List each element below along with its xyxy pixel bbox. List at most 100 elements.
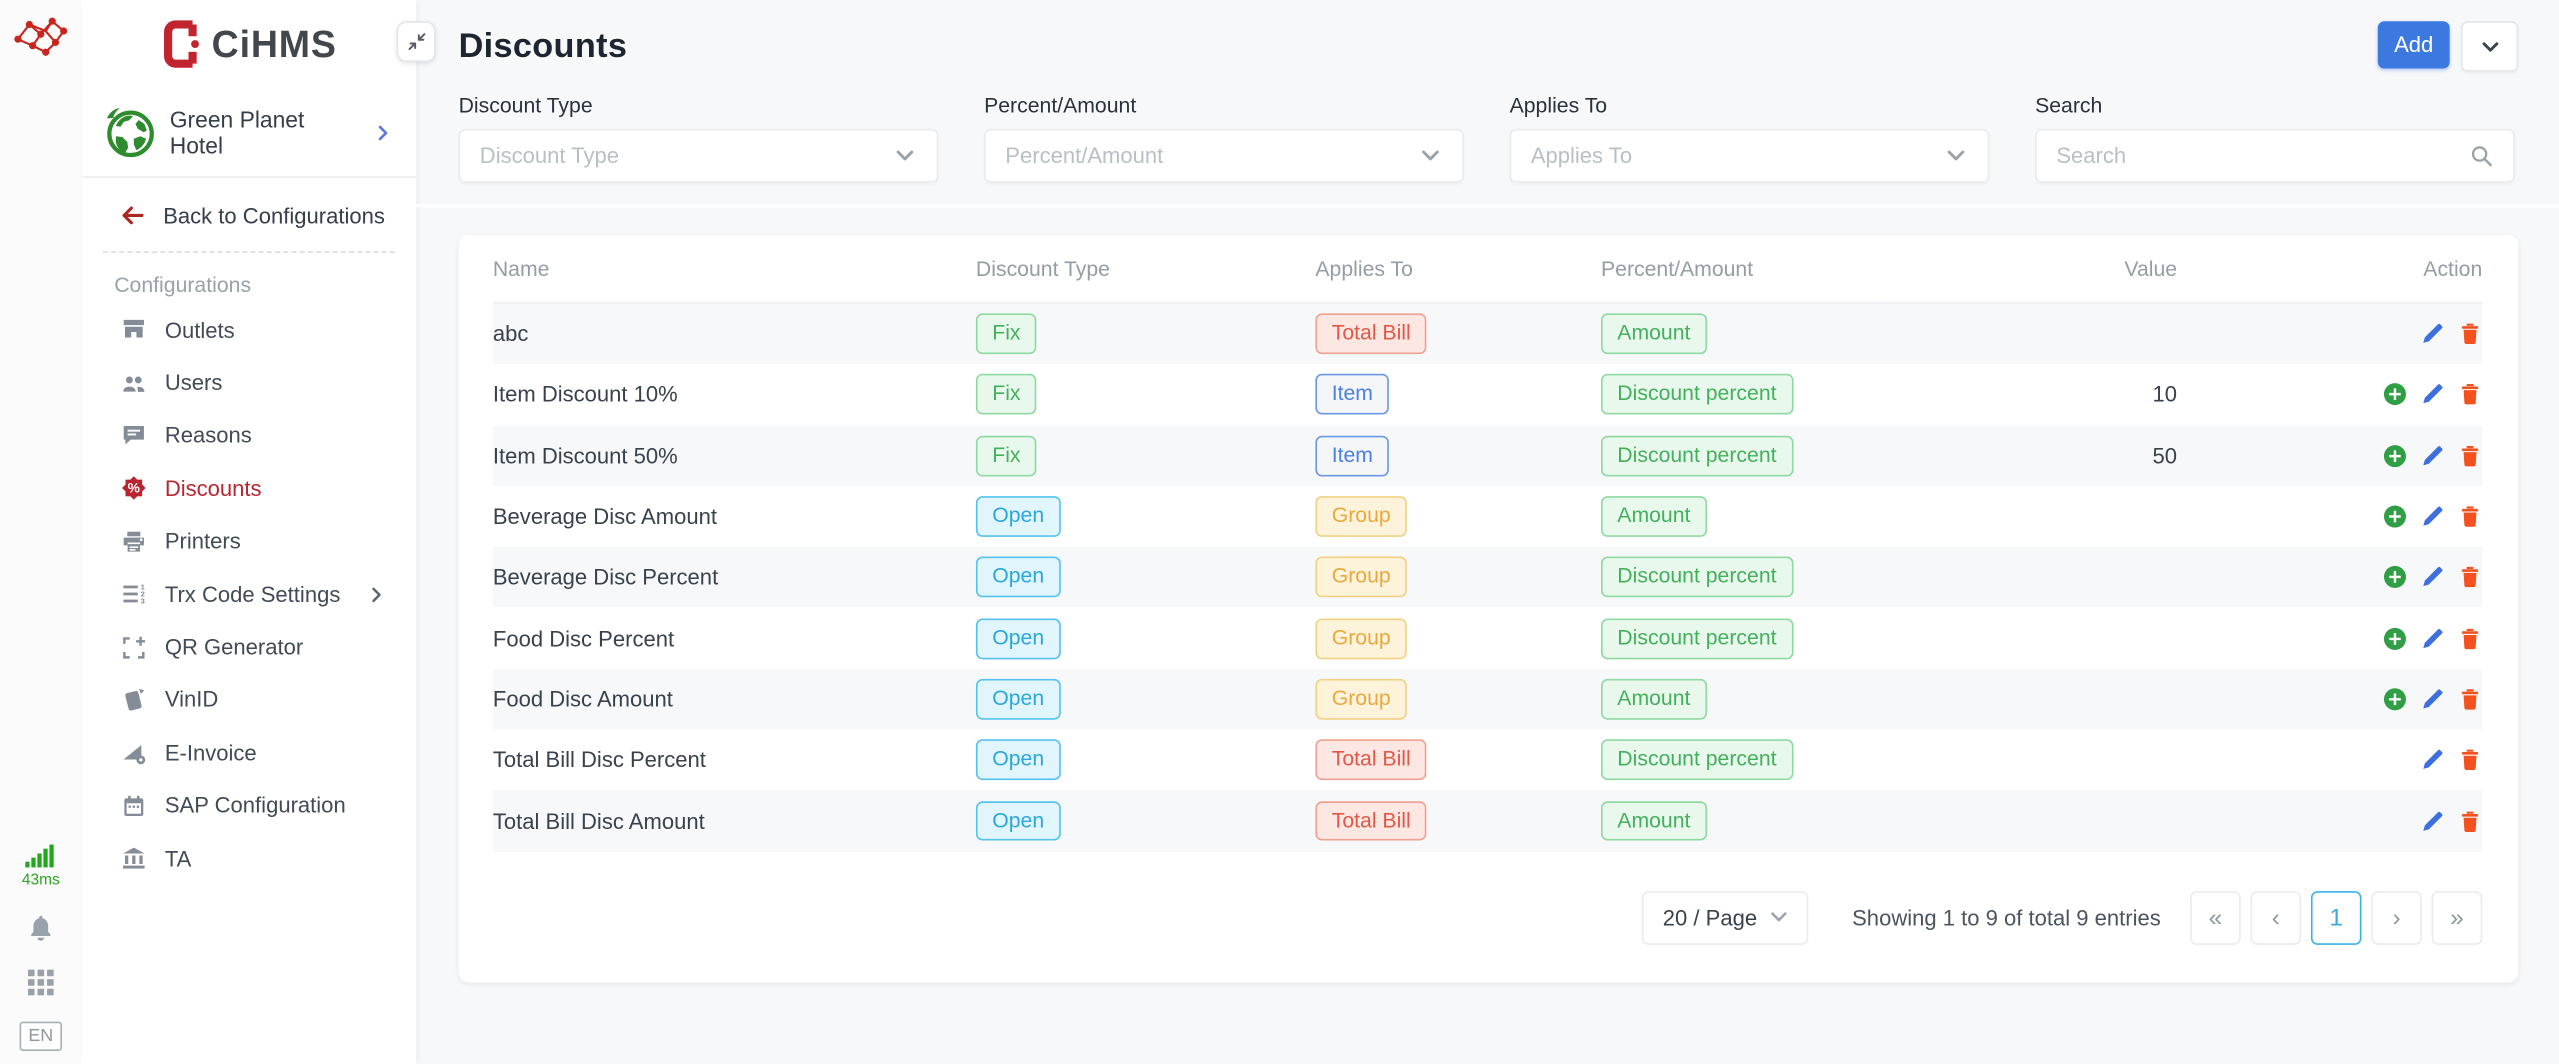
- column-header-percent-amount: Percent/Amount: [1600, 235, 1877, 304]
- cell-name: Food Disc Percent: [492, 626, 675, 651]
- badge-group: Group: [1315, 678, 1408, 720]
- sidebar-item-qr-generator[interactable]: QR Generator: [82, 621, 417, 674]
- delete-row-button[interactable]: [2458, 626, 2482, 650]
- hotel-selector[interactable]: Green Planet Hotel: [81, 91, 417, 178]
- delete-row-button[interactable]: [2458, 443, 2482, 467]
- add-dropdown-button[interactable]: [2461, 21, 2519, 72]
- delete-row-button[interactable]: [2458, 748, 2482, 772]
- filter-select-applies-to[interactable]: Applies To: [1509, 128, 1990, 183]
- next-page-button[interactable]: ›: [2371, 890, 2422, 945]
- edit-row-button[interactable]: [2420, 504, 2444, 528]
- sidebar-item-outlets[interactable]: Outlets: [82, 304, 417, 357]
- filter-label: Discount Type: [458, 93, 593, 118]
- back-to-configurations[interactable]: Back to Configurations: [82, 178, 417, 248]
- badge-total-bill: Total Bill: [1315, 800, 1428, 842]
- cell-actions: [2177, 364, 2482, 425]
- table-row: Item Discount 10% Fix Item Discount percent…: [493, 364, 2482, 425]
- sidebar-item-vinid[interactable]: VinID: [82, 674, 417, 727]
- placeholder-text: Percent/Amount: [1005, 143, 1164, 169]
- badge-total-bill: Total Bill: [1315, 313, 1428, 355]
- filter-label: Percent/Amount: [984, 93, 1137, 118]
- sidebar-collapse-button[interactable]: [396, 21, 436, 63]
- first-page-button[interactable]: «: [2190, 890, 2241, 945]
- bell-icon[interactable]: [26, 914, 55, 943]
- badge-fix: Fix: [975, 435, 1037, 477]
- cell-actions: [2177, 790, 2483, 852]
- store-icon: [121, 317, 147, 343]
- svg-text:2: 2: [141, 590, 145, 599]
- sidebar-item-printers[interactable]: Printers: [82, 515, 417, 568]
- sidebar-item-label: Users: [164, 370, 223, 396]
- filter-select-percent-amount[interactable]: Percent/Amount: [984, 128, 1464, 183]
- edit-row-button[interactable]: [2420, 626, 2444, 650]
- sidebar-item-users[interactable]: Users: [82, 356, 417, 409]
- page-number-button[interactable]: 1: [2310, 890, 2362, 945]
- sidebar-item-sap-configuration[interactable]: SAP Configuration: [82, 779, 417, 832]
- column-header-discount-type: Discount Type: [975, 235, 1316, 304]
- add-row-button[interactable]: [2383, 504, 2407, 528]
- delete-row-button[interactable]: [2458, 322, 2482, 346]
- chevron-down-icon: [1944, 144, 1968, 168]
- search-input[interactable]: Search: [2035, 128, 2515, 183]
- cell-actions: [2177, 547, 2483, 608]
- cell-percent-amount: Discount percent: [1600, 730, 1877, 791]
- delete-row-button[interactable]: [2458, 565, 2482, 589]
- chevron-right-icon: [372, 122, 393, 143]
- sidebar-item-reasons[interactable]: Reasons: [82, 409, 417, 462]
- delete-row-button[interactable]: [2458, 687, 2482, 711]
- sidebar-item-discounts[interactable]: % Discounts: [82, 462, 417, 515]
- cell-applies-to: Total Bill: [1315, 730, 1601, 791]
- edit-row-button[interactable]: [2420, 809, 2444, 833]
- edit-row-button[interactable]: [2420, 383, 2444, 407]
- badge-open: Open: [975, 800, 1061, 842]
- sidebar-item-e-invoice[interactable]: E-Invoice: [82, 726, 417, 779]
- sidebar-item-label: E-Invoice: [164, 740, 257, 766]
- language-selector[interactable]: EN: [20, 1021, 62, 1052]
- page-header: Discounts Add: [459, 0, 2519, 72]
- last-page-button[interactable]: »: [2431, 890, 2483, 945]
- sidebar-item-ta[interactable]: TA: [82, 832, 417, 885]
- sidebar-divider: [102, 251, 395, 253]
- badge-item: Item: [1315, 374, 1390, 416]
- collapse-arrows-icon: [406, 31, 427, 52]
- cell-value: 10: [2152, 382, 2178, 408]
- add-row-button[interactable]: [2383, 383, 2407, 407]
- delete-row-button[interactable]: [2458, 383, 2482, 407]
- cell-discount-type: Fix: [975, 425, 1316, 487]
- cell-discount-type: Fix: [975, 364, 1315, 425]
- add-row-button[interactable]: [2383, 443, 2407, 467]
- filter-select-discount-type[interactable]: Discount Type: [458, 128, 939, 183]
- add-button[interactable]: Add: [2377, 21, 2450, 69]
- sidebar-item-label: Reasons: [164, 423, 252, 448]
- cell-percent-amount: Discount percent: [1600, 364, 1877, 425]
- edit-row-button[interactable]: [2420, 687, 2444, 711]
- page-size-value: 20 / Page: [1662, 905, 1758, 930]
- sidebar-item-trx-code-settings[interactable]: 1 2 3 Trx Code Settings: [82, 568, 417, 621]
- add-row-button[interactable]: [2383, 687, 2407, 711]
- badge-amount: Amount: [1600, 496, 1707, 537]
- rail-bottom: 43ms EN: [0, 844, 82, 1052]
- filter-discount-type: Discount Type Discount Type: [458, 93, 939, 183]
- add-row-button[interactable]: [2383, 565, 2407, 589]
- sidebar-item-label: Printers: [164, 529, 241, 554]
- apps-grid-icon[interactable]: [26, 968, 55, 997]
- column-header-action: Action: [2177, 235, 2483, 304]
- brand-name: CiHMS: [211, 22, 337, 65]
- edit-row-button[interactable]: [2420, 443, 2444, 467]
- add-row-button[interactable]: [2383, 626, 2407, 650]
- page-size-select[interactable]: 20 / Page: [1641, 890, 1809, 945]
- cell-name: Total Bill Disc Percent: [492, 747, 706, 773]
- edit-row-button[interactable]: [2420, 322, 2444, 346]
- column-header-value: Value: [1876, 235, 2178, 304]
- sidebar-item-label: QR Generator: [164, 634, 304, 660]
- sidebar-item-label: VinID: [164, 687, 219, 713]
- edit-row-button[interactable]: [2420, 748, 2444, 772]
- edit-row-button[interactable]: [2420, 565, 2444, 589]
- prev-page-button[interactable]: ‹: [2250, 890, 2302, 945]
- delete-row-button[interactable]: [2458, 809, 2482, 833]
- cell-discount-type: Open: [975, 730, 1315, 791]
- network-logo-icon: [10, 13, 72, 65]
- delete-row-button[interactable]: [2458, 504, 2482, 528]
- cell-name: Food Disc Amount: [492, 668, 976, 730]
- back-label: Back to Configurations: [163, 203, 385, 228]
